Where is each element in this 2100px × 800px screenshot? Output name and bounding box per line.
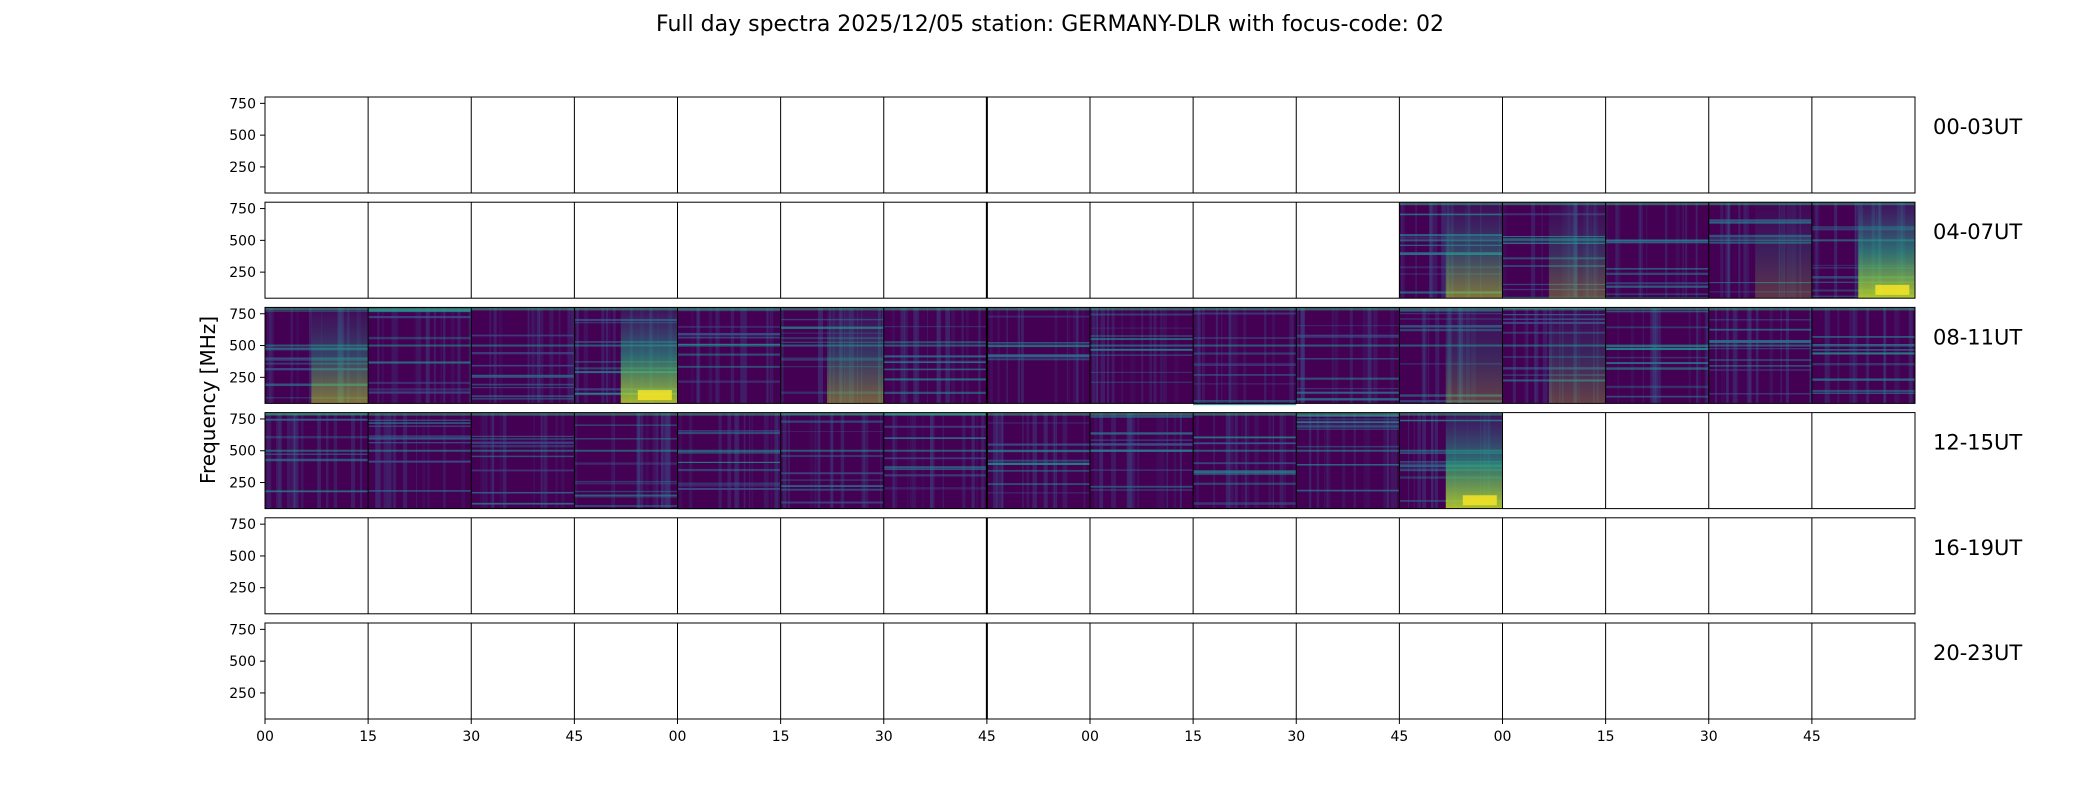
signal-hotspot bbox=[1858, 202, 1915, 299]
spectrogram-segment bbox=[1193, 412, 1298, 509]
spectrogram-segment bbox=[1296, 307, 1403, 404]
spectra-row-08-11UT: 750 500 250 08-11UT bbox=[229, 306, 2022, 406]
row-label: 20-23UT bbox=[1933, 641, 2022, 665]
spectra-row-16-19UT: 750 500 250 16-19UT bbox=[229, 517, 2022, 615]
row-label: 00-03UT bbox=[1933, 115, 2022, 139]
spectra-row-04-07UT: 750 500 250 04-07UT bbox=[229, 202, 2022, 300]
spectrogram-segment bbox=[1605, 307, 1709, 404]
row-label: 12-15UT bbox=[1933, 431, 2022, 455]
spectra-row-20-23UT: 750 500 250 20-23UT bbox=[229, 622, 2022, 720]
row-frame bbox=[264, 306, 1916, 404]
spectrogram-segment bbox=[1708, 307, 1814, 404]
x-tick-label: 15 bbox=[359, 729, 377, 745]
x-tick-label: 45 bbox=[1803, 729, 1821, 745]
y-tick-label: 500 bbox=[229, 549, 256, 565]
spectrogram-segment bbox=[1811, 307, 1915, 404]
signal-hotspot bbox=[1548, 307, 1606, 404]
y-axis-label: Frequency [MHz] bbox=[196, 316, 220, 484]
spectrogram-segment bbox=[368, 307, 473, 404]
y-tick-label: 500 bbox=[229, 654, 256, 670]
x-tick-label: 15 bbox=[1597, 729, 1615, 745]
x-axis: 00 15 30 45 00 15 30 45 00 15 30 45 00 15 30 45 bbox=[256, 719, 1821, 745]
row-label: 04-07UT bbox=[1933, 220, 2022, 244]
x-tick-label: 00 bbox=[1081, 729, 1099, 745]
x-tick-label: 00 bbox=[669, 729, 687, 745]
y-tick-label: 250 bbox=[229, 160, 256, 176]
y-tick-label: 250 bbox=[229, 265, 256, 281]
spectrogram-segment bbox=[780, 307, 887, 404]
spectrogram-segment bbox=[1399, 412, 1503, 509]
y-tick-label: 750 bbox=[229, 412, 256, 428]
spectrogram-segment bbox=[883, 307, 987, 404]
spectrogram-segment bbox=[986, 307, 1090, 404]
signal-hotspot bbox=[1548, 202, 1606, 299]
y-tick-label: 250 bbox=[229, 581, 256, 597]
x-tick-label: 15 bbox=[1184, 729, 1202, 745]
x-tick-label: 00 bbox=[256, 729, 274, 745]
x-tick-label: 30 bbox=[1700, 729, 1718, 745]
signal-hotspot bbox=[1445, 307, 1503, 404]
spectrogram-segment bbox=[574, 307, 678, 404]
spectrogram-segment bbox=[265, 307, 371, 404]
x-tick-label: 45 bbox=[565, 729, 583, 745]
spectrogram-segment bbox=[1090, 412, 1194, 509]
spectrogram-segment bbox=[677, 412, 782, 510]
signal-hotspot bbox=[1755, 202, 1812, 299]
x-tick-label: 30 bbox=[875, 729, 893, 745]
spectrogram-segment bbox=[471, 307, 577, 404]
spectrogram-segment bbox=[1090, 307, 1194, 404]
spectrogram-segment bbox=[1193, 307, 1297, 406]
y-tick-label: 500 bbox=[229, 339, 256, 355]
spectrogram-segment bbox=[1399, 202, 1503, 299]
y-tick-label: 750 bbox=[229, 96, 256, 112]
signal-hotspot bbox=[1445, 202, 1503, 299]
y-tick-label: 500 bbox=[229, 128, 256, 144]
y-tick-label: 750 bbox=[229, 517, 256, 533]
signal-hotspot bbox=[827, 307, 884, 404]
spectrogram-segment bbox=[471, 412, 575, 509]
spectrogram-segment bbox=[677, 307, 781, 404]
spectrogram-segment bbox=[1502, 202, 1606, 299]
y-tick-label: 750 bbox=[229, 202, 256, 218]
y-tick-label: 250 bbox=[229, 476, 256, 492]
spectra-row-00-03UT: 750 500 250 00-03UT bbox=[229, 96, 2022, 194]
spectrogram-segment bbox=[1708, 202, 1812, 299]
row-label: 16-19UT bbox=[1933, 536, 2022, 560]
x-tick-label: 15 bbox=[772, 729, 790, 745]
row-frame bbox=[264, 517, 1916, 615]
spectrogram-segment bbox=[1605, 202, 1709, 300]
y-tick-label: 250 bbox=[229, 686, 256, 702]
spectrogram-segment bbox=[780, 412, 884, 509]
x-tick-label: 00 bbox=[1494, 729, 1512, 745]
y-tick-label: 750 bbox=[229, 307, 256, 323]
row-label: 08-11UT bbox=[1933, 325, 2022, 349]
spectrogram-segment bbox=[1296, 412, 1404, 509]
y-tick-label: 500 bbox=[229, 233, 256, 249]
signal-hotspot bbox=[311, 307, 369, 404]
spectrogram-segment bbox=[1399, 307, 1503, 404]
row-frame bbox=[264, 96, 1916, 194]
x-tick-label: 30 bbox=[462, 729, 480, 745]
x-tick-label: 45 bbox=[978, 729, 996, 745]
spectrogram-segment bbox=[883, 412, 987, 509]
spectrogram-segment bbox=[574, 412, 678, 509]
spectrogram-segment bbox=[1502, 307, 1606, 404]
y-tick-label: 250 bbox=[229, 370, 256, 386]
y-tick-label: 750 bbox=[229, 622, 256, 638]
chart-title: Full day spectra 2025/12/05 station: GER… bbox=[656, 12, 1444, 37]
y-tick-label: 500 bbox=[229, 444, 256, 460]
spectrogram-segment bbox=[368, 412, 472, 509]
row-frame bbox=[264, 201, 1916, 299]
spectra-row-12-15UT: 750 500 250 12-15UT bbox=[229, 412, 2022, 510]
signal-hotspot bbox=[1445, 412, 1503, 509]
signal-hotspot bbox=[620, 307, 678, 404]
spectrogram-segment bbox=[1811, 202, 1915, 299]
spectrogram-segment bbox=[986, 412, 1090, 509]
x-tick-label: 30 bbox=[1287, 729, 1305, 745]
row-frame bbox=[264, 412, 1916, 510]
x-tick-label: 45 bbox=[1390, 729, 1408, 745]
spectrogram-segment bbox=[265, 412, 369, 509]
